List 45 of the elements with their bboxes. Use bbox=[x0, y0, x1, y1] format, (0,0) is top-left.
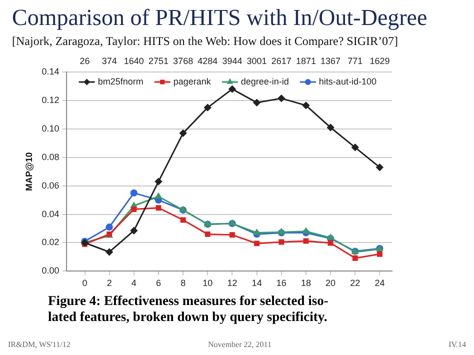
chart-subtitle: [Najork, Zaragoza, Taylor: HITS on the Web: How does it Compare? SIGIR’07] bbox=[12, 34, 398, 49]
x-tick-label: 24 bbox=[374, 278, 385, 288]
x-tick-label: 12 bbox=[227, 278, 238, 288]
text: 1871 bbox=[296, 56, 316, 66]
legend-label: bm25fnorm bbox=[98, 76, 144, 86]
text: IR&DM, WS'11/12 bbox=[8, 340, 70, 349]
text: 1367 bbox=[320, 56, 341, 66]
x-tick-label: 6 bbox=[156, 278, 161, 288]
text: 2751 bbox=[148, 56, 169, 66]
x-tick-label: 2 bbox=[106, 278, 112, 288]
x-tick-label: 0 bbox=[82, 278, 88, 288]
x-tick-label: 18 bbox=[300, 278, 311, 288]
legend-label: degree-in-id bbox=[240, 76, 289, 86]
text: 374 bbox=[102, 56, 117, 66]
text: 1629 bbox=[370, 56, 390, 66]
y-tick-label: 0.00 bbox=[42, 266, 60, 276]
y-tick-label: 0.04 bbox=[42, 208, 60, 219]
chart-title: Comparison of PR/HITS with In/Out-Degree bbox=[12, 5, 428, 31]
y-tick-label: 0.12 bbox=[42, 94, 60, 105]
x-tick-label: 10 bbox=[202, 278, 213, 288]
x-tick-label: 4 bbox=[131, 278, 136, 288]
text: 1640 bbox=[124, 56, 144, 66]
y-axis-title: MAP@10 bbox=[24, 152, 34, 191]
y-tick-label: 0.02 bbox=[42, 237, 60, 248]
x-tick-label: 22 bbox=[350, 278, 360, 288]
legend-label: hits-aut-id-100 bbox=[318, 76, 376, 86]
text: 2617 bbox=[271, 56, 292, 66]
x-tick-label: 8 bbox=[180, 278, 186, 288]
legend-label: pagerank bbox=[173, 76, 212, 86]
text: 3768 bbox=[173, 56, 194, 66]
text: 771 bbox=[348, 56, 363, 66]
y-tick-label: 0.08 bbox=[42, 152, 60, 162]
text: IV.14 bbox=[448, 340, 466, 349]
y-tick-label: 0.10 bbox=[42, 123, 60, 134]
text: November 22, 2011 bbox=[208, 340, 272, 349]
text: 4284 bbox=[198, 56, 218, 66]
y-tick-label: 0.06 bbox=[42, 180, 60, 190]
caption: Figure 4: Effectiveness measures for selected iso- lated features, broken down by query specificity. bbox=[48, 293, 328, 325]
y-tick-label: 0.14 bbox=[42, 66, 60, 76]
text: 3944 bbox=[222, 56, 242, 66]
x-tick-label: 20 bbox=[326, 278, 336, 288]
text: 26 bbox=[80, 56, 90, 66]
x-tick-label: 14 bbox=[252, 278, 262, 288]
x-tick-label: 16 bbox=[276, 278, 286, 288]
text: 3001 bbox=[246, 56, 267, 66]
